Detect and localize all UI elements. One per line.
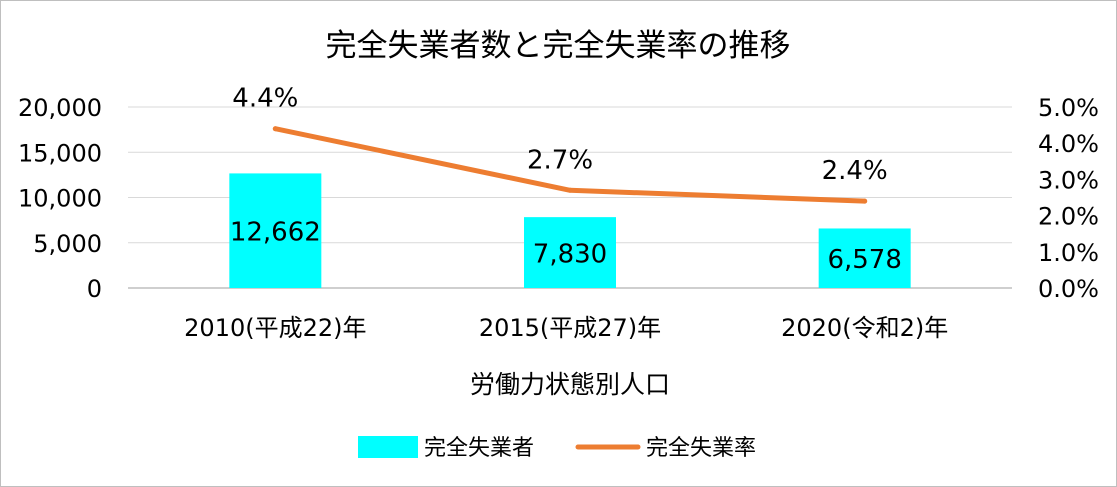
y-tick-label: 0	[87, 275, 102, 303]
bar-series: 12,662 7,830 6,578	[229, 173, 911, 288]
bar	[818, 228, 911, 288]
right-axis: 0.0% 1.0% 2.0% 3.0% 4.0% 5.0%	[1038, 94, 1099, 303]
x-tick-label: 2015(平成27)年	[479, 314, 661, 342]
line-data-label: 2.7%	[527, 145, 593, 175]
bar-data-label: 7,830	[533, 240, 607, 270]
y-tick-label: 20,000	[18, 94, 102, 122]
legend-swatch-bar	[358, 436, 418, 458]
y2-tick-label: 1.0%	[1038, 239, 1099, 267]
line-data-label: 2.4%	[822, 156, 888, 186]
y-tick-label: 10,000	[18, 185, 102, 213]
line-point	[862, 198, 868, 204]
y2-tick-label: 5.0%	[1038, 94, 1099, 122]
y2-tick-label: 2.0%	[1038, 203, 1099, 231]
legend-label: 完全失業者	[424, 436, 534, 461]
bar-data-label: 12,662	[230, 218, 321, 248]
chart-title: 完全失業者数と完全失業率の推移	[326, 28, 791, 64]
legend-label: 完全失業率	[646, 436, 756, 461]
line-series: 4.4% 2.7% 2.4%	[232, 84, 888, 204]
x-axis-categories: 2010(平成22)年 2015(平成27)年 2020(令和2)年	[184, 314, 948, 342]
bar	[524, 217, 616, 288]
line-point	[272, 126, 278, 132]
y2-tick-label: 3.0%	[1038, 166, 1099, 194]
x-tick-label: 2010(平成22)年	[184, 314, 366, 342]
y2-tick-label: 4.0%	[1038, 130, 1099, 158]
bar	[229, 173, 322, 288]
legend: 完全失業者 完全失業率	[358, 436, 756, 461]
y2-tick-label: 0.0%	[1038, 275, 1099, 303]
x-axis-label: 労働力状態別人口	[470, 370, 670, 399]
y-tick-label: 15,000	[18, 139, 102, 167]
line-point	[567, 187, 573, 193]
line-data-label: 4.4%	[232, 84, 298, 114]
bar-data-label: 6,578	[827, 245, 901, 275]
x-tick-label: 2020(令和2)年	[781, 314, 948, 342]
y-tick-label: 5,000	[33, 230, 102, 258]
left-axis: 0 5,000 10,000 15,000 20,000	[18, 94, 102, 303]
